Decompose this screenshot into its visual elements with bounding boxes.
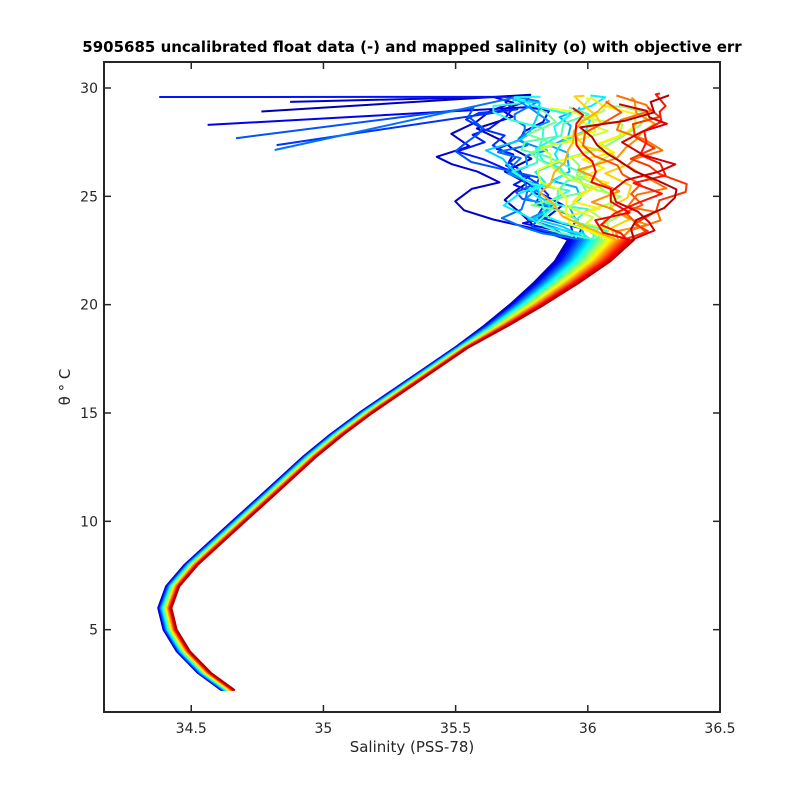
x-tick-label: 36 [579,721,597,737]
y-tick-label: 10 [80,514,98,530]
y-axis-label: θ ° C [56,369,74,406]
profile-line [170,94,678,692]
y-axis: 5 10 15 20 25 30 [80,81,720,639]
chart-title: 5905685 uncalibrated float data (-) and … [82,38,742,56]
y-tick-label: 15 [80,406,98,422]
x-tick-label: 36.5 [704,721,735,737]
y-tick-label: 25 [80,189,98,205]
y-tick-label: 5 [89,623,98,639]
x-tick-label: 34.5 [176,721,207,737]
x-axis-label: Salinity (PSS-78) [350,738,475,756]
x-tick-label: 35.5 [440,721,471,737]
x-axis: 34.5 35 35.5 36 36.5 [176,62,736,737]
y-tick-label: 20 [80,298,98,314]
y-tick-label: 30 [80,81,98,97]
x-tick-label: 35 [315,721,333,737]
plot-frame [103,61,721,713]
profile-lines [157,92,688,692]
